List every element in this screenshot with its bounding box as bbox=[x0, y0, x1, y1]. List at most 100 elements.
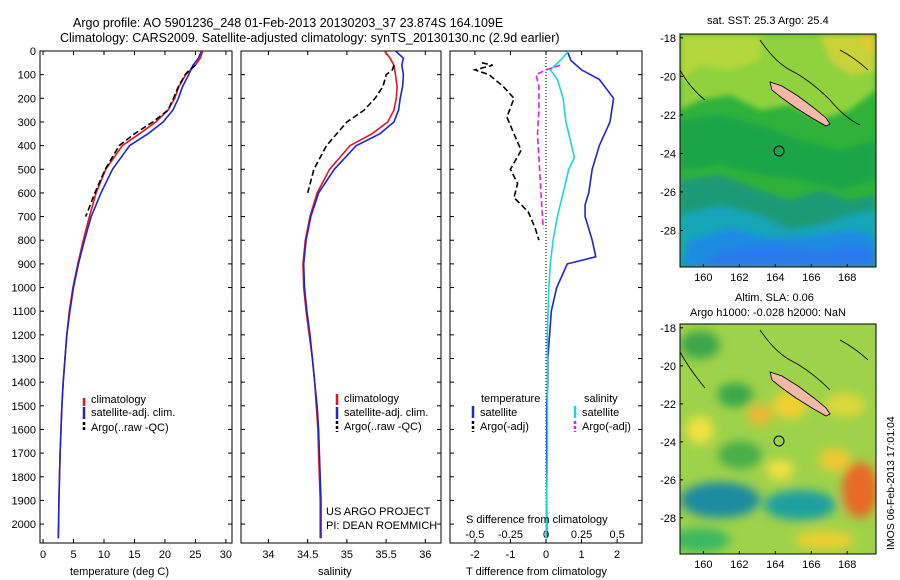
y-tick-label: 500 bbox=[18, 164, 36, 176]
float-marker bbox=[773, 145, 785, 157]
y-tick-label: 0 bbox=[30, 46, 36, 58]
map-y-tick-label: -24 bbox=[660, 437, 676, 449]
sst-map-frame bbox=[679, 33, 877, 268]
salinity-series bbox=[302, 51, 405, 539]
depth-axis: 0 100 200 300 400 500 600 700 800 900 1000 1100 1200… bbox=[12, 46, 642, 531]
legend-title-temperature: temperature bbox=[481, 393, 540, 405]
y-tick-label: 400 bbox=[18, 141, 36, 153]
y-tick-label: 1200 bbox=[12, 330, 36, 342]
x-tick-label: 34 bbox=[262, 549, 274, 561]
y-tick-label: 1500 bbox=[12, 401, 36, 413]
x-tick-label: 15 bbox=[128, 549, 140, 561]
map-x-tick-label: 160 bbox=[694, 272, 712, 284]
series-line bbox=[306, 64, 395, 194]
legend-title-salinity: salinity bbox=[584, 393, 618, 405]
float-marker bbox=[773, 435, 785, 447]
map-y-tick-label: -20 bbox=[660, 361, 676, 373]
difference-xlabel: T difference from climatology bbox=[466, 566, 607, 578]
x-tick-label: 35 bbox=[341, 549, 353, 561]
y-tick-label: 1700 bbox=[12, 448, 36, 460]
x-tick-label: 2 bbox=[614, 549, 620, 561]
legend-label: climatology bbox=[344, 393, 400, 405]
salinity-legend: climatology satellite-adj. clim. Argo(..… bbox=[335, 393, 428, 433]
series-line bbox=[57, 51, 204, 539]
series-line bbox=[84, 64, 196, 217]
map-x-tick-label: 166 bbox=[802, 272, 820, 284]
new-caledonia-island bbox=[769, 81, 831, 127]
map-y-tick-label: -20 bbox=[660, 71, 676, 83]
y-tick-label: 900 bbox=[18, 259, 36, 271]
sla-map-frame bbox=[679, 323, 877, 555]
map-x-tick-label: 162 bbox=[730, 559, 748, 571]
x-tick-label: 36 bbox=[419, 549, 431, 561]
difference-legend: temperature salinity satellite Argo(-adj… bbox=[471, 393, 631, 433]
sst-contour bbox=[680, 39, 869, 126]
sla-contour bbox=[680, 329, 869, 391]
header-subtitle: Climatology: CARS2009. Satellite-adjuste… bbox=[60, 31, 560, 45]
legend-label: satellite bbox=[480, 407, 517, 419]
series-line bbox=[545, 51, 576, 539]
legend-label: satellite-adj. clim. bbox=[91, 407, 175, 419]
map-y-tick-label: -26 bbox=[660, 187, 676, 199]
series-line bbox=[57, 51, 203, 539]
y-tick-label: 1000 bbox=[12, 283, 36, 295]
series-line bbox=[535, 64, 561, 229]
temperature-panel bbox=[39, 50, 233, 544]
top-x-tick-label: -0.25 bbox=[498, 529, 523, 541]
x-tick-label: 20 bbox=[159, 549, 171, 561]
x-tick-label: 34.5 bbox=[297, 549, 318, 561]
x-tick-label: 10 bbox=[98, 549, 110, 561]
legend-label: Argo(-adj) bbox=[480, 421, 529, 433]
sla-map bbox=[680, 324, 876, 554]
top-x-tick-label: 0.25 bbox=[571, 529, 592, 541]
legend-label: Argo(..raw -QC) bbox=[344, 421, 422, 433]
top-x-tick-label: -0.5 bbox=[465, 529, 484, 541]
map-x-tick-label: 168 bbox=[838, 559, 856, 571]
temperature-series bbox=[57, 51, 204, 539]
map-y-tick-label: -22 bbox=[660, 399, 676, 411]
sst-map-title: sat. SST: 25.3 Argo: 25.4 bbox=[707, 15, 829, 27]
map-y-tick-label: -18 bbox=[660, 323, 676, 335]
header-title: Argo profile: AO 5901236_248 01-Feb-2013… bbox=[73, 16, 503, 30]
y-tick-label: 2000 bbox=[12, 519, 36, 531]
x-tick-label: -1 bbox=[506, 549, 516, 561]
y-tick-label: 1300 bbox=[12, 354, 36, 366]
x-tick-label: 35.5 bbox=[375, 549, 396, 561]
credit-pi: PI: DEAN ROEMMICH bbox=[326, 520, 437, 532]
imos-timestamp: IMOS 06-Feb-2013 17:01:04 bbox=[885, 416, 897, 550]
y-tick-label: 800 bbox=[18, 235, 36, 247]
x-tick-label: 1 bbox=[578, 549, 584, 561]
sla-map-title: Altim. SLA: 0.06 bbox=[735, 292, 814, 304]
legend-label: satellite bbox=[582, 407, 619, 419]
salinity-xlabel: salinity bbox=[318, 566, 352, 578]
y-tick-label: 100 bbox=[18, 70, 36, 82]
map-x-tick-label: 164 bbox=[766, 272, 784, 284]
credit-project: US ARGO PROJECT bbox=[326, 506, 431, 518]
y-tick-label: 1400 bbox=[12, 377, 36, 389]
difference-top-xlabel: S difference from climatology bbox=[466, 514, 608, 526]
series-line bbox=[302, 51, 405, 539]
temperature-xlabel: temperature (deg C) bbox=[70, 566, 169, 578]
legend-label: Argo(-adj) bbox=[582, 421, 631, 433]
map-y-tick-label: -28 bbox=[660, 225, 676, 237]
y-tick-label: 200 bbox=[18, 93, 36, 105]
map-x-tick-label: 160 bbox=[694, 559, 712, 571]
sla-map-axes: 160 162 164 166 168 -18 -20 -22 -24 -26 -28 bbox=[660, 323, 856, 571]
map-x-tick-label: 162 bbox=[730, 272, 748, 284]
sst-map-axes: 160 162 164 166 168 -18 -20 -22 -24 -26 -28 bbox=[660, 33, 856, 284]
difference-series bbox=[472, 51, 615, 543]
sla-map-subtitle: Argo h1000: -0.028 h2000: NaN bbox=[690, 307, 846, 319]
legend-label: Argo(..raw -QC) bbox=[91, 422, 169, 434]
map-y-tick-label: -22 bbox=[660, 110, 676, 122]
legend-label: climatology bbox=[91, 394, 147, 406]
top-x-tick-label: 0.5 bbox=[609, 529, 624, 541]
new-caledonia-island bbox=[769, 371, 831, 417]
x-tick-label: 0 bbox=[40, 549, 46, 561]
x-tick-label: 25 bbox=[189, 549, 201, 561]
y-tick-label: 1900 bbox=[12, 495, 36, 507]
map-x-tick-label: 164 bbox=[766, 559, 784, 571]
map-y-tick-label: -18 bbox=[660, 33, 676, 45]
y-tick-label: 1600 bbox=[12, 424, 36, 436]
map-y-tick-label: -24 bbox=[660, 148, 676, 160]
